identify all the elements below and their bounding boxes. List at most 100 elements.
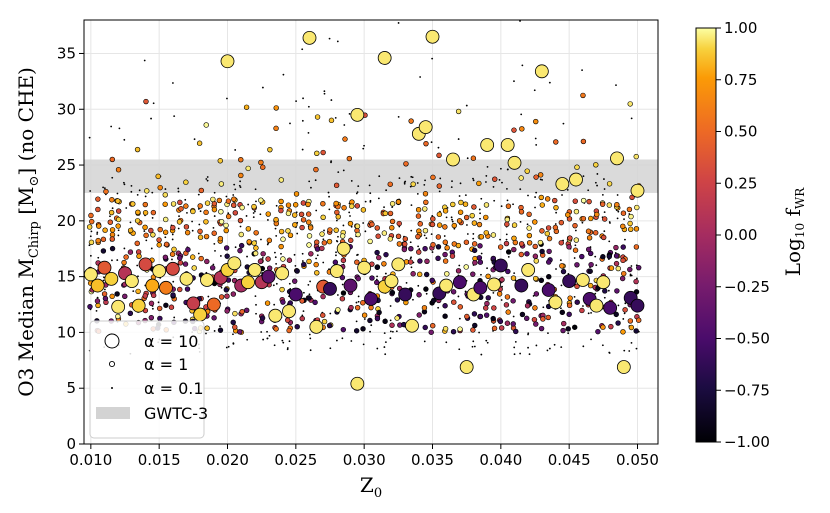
point-alpha-0.1 [548,81,551,84]
point-alpha-0.1 [513,272,516,275]
legend-marker-alpha-1 [108,360,116,368]
point-alpha-0.1 [132,290,135,293]
point-alpha-0.1 [485,175,488,177]
point-alpha-10 [548,295,563,310]
point-alpha-1 [389,201,396,207]
point-alpha-1 [162,192,168,198]
point-alpha-1 [308,251,314,257]
point-alpha-1 [307,225,314,231]
point-alpha-0.1 [410,266,413,269]
point-alpha-1 [421,305,428,311]
point-alpha-1 [374,315,381,322]
point-alpha-0.1 [603,211,606,214]
point-alpha-0.1 [566,189,569,191]
point-alpha-1 [376,309,382,316]
point-alpha-1 [355,275,361,282]
point-alpha-1 [286,327,292,334]
point-alpha-1 [532,253,539,259]
point-alpha-0.1 [533,89,536,92]
point-alpha-1 [499,276,505,283]
point-alpha-1 [223,222,229,229]
point-alpha-0.1 [499,167,502,170]
point-alpha-0.1 [164,236,167,239]
point-alpha-1 [444,245,450,251]
x-tick-label: 0.020 [206,451,249,469]
point-alpha-1 [416,271,423,278]
point-alpha-1 [587,268,593,274]
point-alpha-1 [538,194,544,201]
point-alpha-0.1 [478,208,481,211]
point-alpha-10 [603,300,618,315]
point-alpha-0.1 [137,275,139,278]
point-alpha-1 [587,282,594,289]
point-alpha-1 [496,291,503,297]
point-alpha-0.1 [451,220,454,223]
point-alpha-0.1 [260,331,263,333]
point-alpha-1 [142,201,148,208]
point-alpha-1 [436,211,443,218]
point-alpha-0.1 [336,339,338,342]
point-alpha-1 [636,264,642,271]
point-alpha-1 [483,202,490,208]
point-alpha-0.1 [171,238,174,241]
point-alpha-1 [456,218,463,224]
point-alpha-0.1 [288,282,291,285]
point-alpha-1 [134,218,141,224]
point-alpha-1 [294,324,300,330]
point-alpha-1 [217,158,223,164]
point-alpha-1 [95,196,101,202]
point-alpha-0.1 [513,346,516,349]
point-alpha-0.1 [582,305,584,307]
point-alpha-10 [309,319,324,334]
point-alpha-1 [524,315,530,322]
point-alpha-0.1 [389,330,392,333]
point-alpha-1 [314,270,320,276]
point-alpha-0.1 [403,181,406,184]
point-alpha-1 [327,227,333,233]
point-alpha-10 [90,278,105,293]
point-alpha-0.1 [383,206,385,209]
point-alpha-0.1 [280,252,282,255]
point-alpha-1 [257,258,264,265]
point-alpha-1 [300,200,307,206]
point-alpha-0.1 [534,137,537,140]
point-alpha-1 [294,268,300,274]
point-alpha-1 [416,312,422,318]
point-alpha-1 [381,230,388,236]
point-alpha-0.1 [582,345,585,348]
point-alpha-1 [230,291,237,297]
point-alpha-1 [565,212,571,218]
point-alpha-1 [134,146,141,153]
point-alpha-1 [109,197,115,203]
point-alpha-1 [355,231,361,238]
point-alpha-1 [574,164,580,170]
point-alpha-1 [232,310,238,317]
point-alpha-0.1 [534,206,536,209]
point-alpha-0.1 [478,331,480,334]
point-alpha-0.1 [624,302,627,305]
point-alpha-1 [593,162,599,168]
point-alpha-1 [374,225,380,231]
point-alpha-0.1 [343,124,346,126]
point-alpha-1 [306,233,313,239]
point-alpha-1 [394,315,400,321]
point-alpha-10 [179,271,194,286]
point-alpha-0.1 [186,211,188,214]
point-alpha-0.1 [152,102,155,105]
point-alpha-1 [532,305,538,311]
point-alpha-1 [197,228,203,235]
point-alpha-1 [280,256,286,262]
point-alpha-1 [504,216,510,223]
point-alpha-0.1 [630,341,633,344]
plot-frame [83,19,659,445]
point-alpha-0.1 [301,252,304,255]
point-alpha-1 [123,254,129,260]
point-alpha-0.1 [177,187,180,190]
point-alpha-1 [532,275,539,282]
point-alpha-1 [539,228,545,234]
point-alpha-1 [375,233,381,239]
point-alpha-1 [278,177,284,183]
point-alpha-1 [86,224,93,230]
point-alpha-0.1 [603,188,606,190]
point-alpha-0.1 [356,254,358,256]
